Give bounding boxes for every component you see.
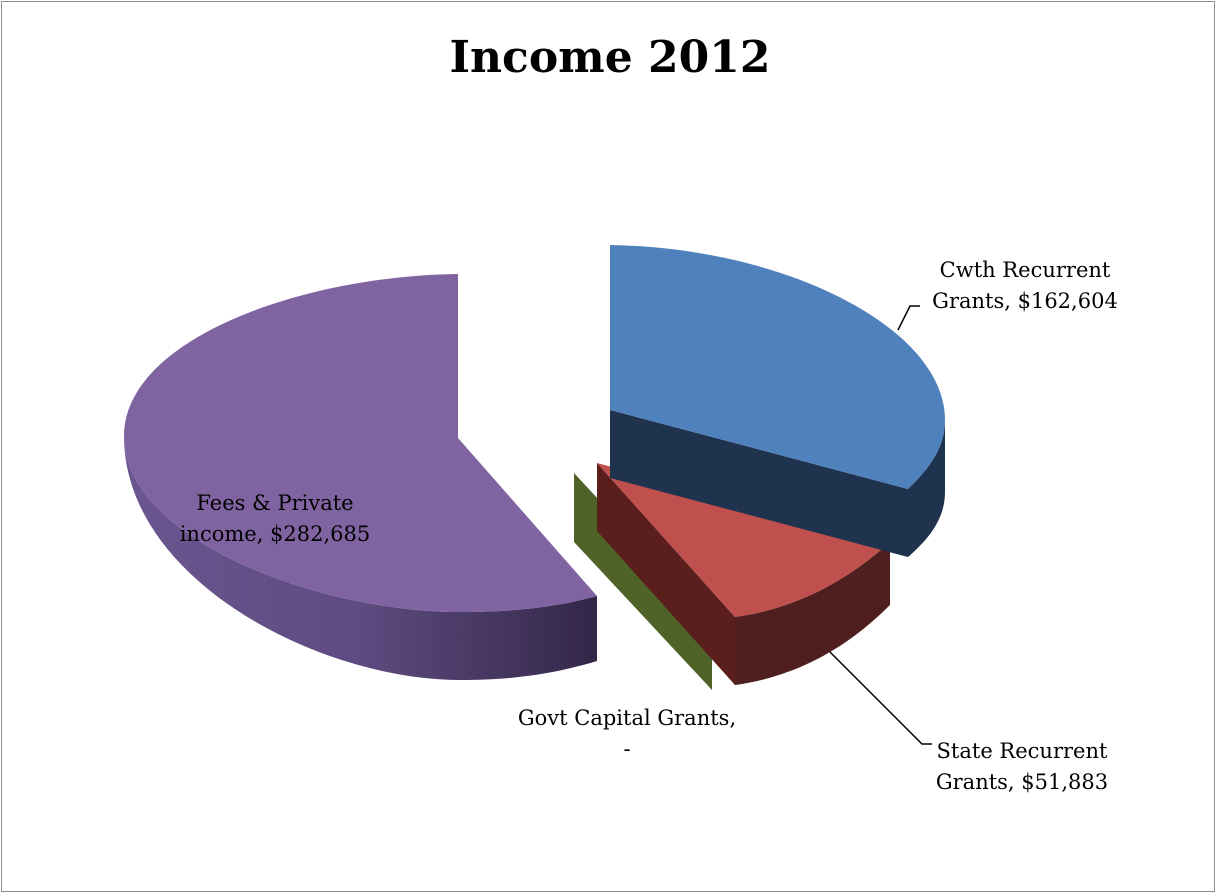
label-state-line1: State Recurrent (937, 739, 1108, 763)
label-govt-line1: Govt Capital Grants, (518, 706, 736, 730)
label-govt-line2: - (623, 737, 630, 761)
label-fees-line1: Fees & Private (196, 491, 353, 515)
label-state-line2: Grants, $51,883 (936, 770, 1108, 794)
slice-state-recurrent-side (735, 542, 890, 685)
slice-cwth-recurrent (610, 245, 945, 557)
slice-state-recurrent-side-left (597, 463, 735, 685)
leader-line-cwth (897, 305, 920, 331)
label-cwth-line2: Grants, $162,604 (932, 289, 1118, 313)
leader-line-state (829, 651, 932, 745)
chart-title: Income 2012 (449, 32, 770, 83)
label-fees-line2: income, $282,685 (180, 522, 371, 546)
slice-fees-private (124, 274, 597, 680)
slice-state-recurrent-top (597, 463, 890, 617)
slice-cwth-recurrent-side-left (610, 410, 908, 557)
label-cwth-line1: Cwth Recurrent (940, 258, 1111, 282)
slice-cwth-recurrent-top (610, 245, 945, 489)
slice-state-recurrent (597, 463, 890, 685)
slice-fees-private-side (124, 436, 597, 680)
slice-cwth-recurrent-side (908, 420, 945, 557)
slice-fees-private-top (124, 274, 597, 612)
